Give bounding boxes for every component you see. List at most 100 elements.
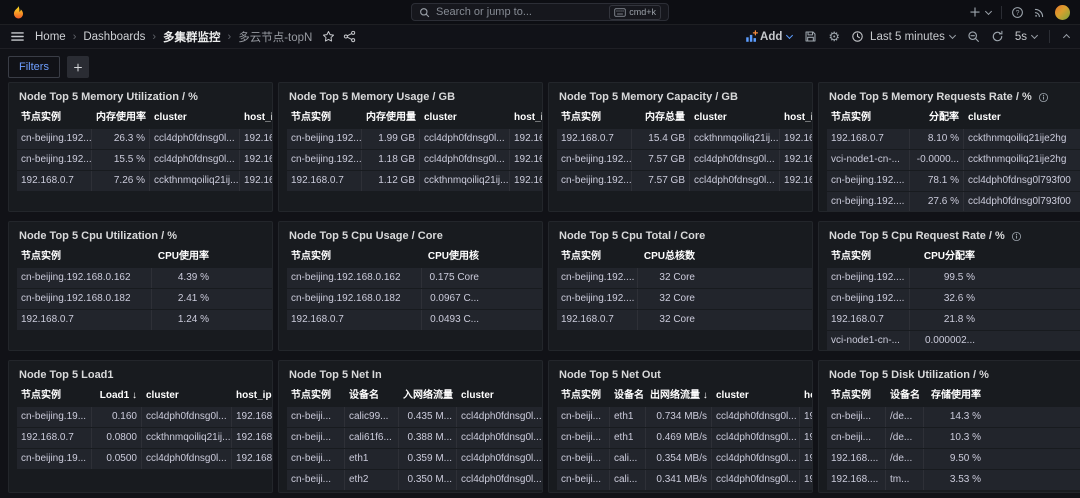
panel-title[interactable]: Node Top 5 Cpu Request Rate / % bbox=[819, 222, 1080, 244]
column-header[interactable]: host_ip bbox=[804, 390, 812, 401]
panel-title[interactable]: Node Top 5 Memory Capacity / GB bbox=[549, 83, 812, 105]
panel-title[interactable]: Node Top 5 Memory Utilization / % bbox=[9, 83, 272, 105]
column-header[interactable]: cluster bbox=[461, 390, 494, 401]
dashboard-settings-button[interactable]: ⚙ bbox=[828, 30, 840, 43]
breadcrumb: Home › Dashboards › 多集群监控 › 多云节点-topN bbox=[35, 29, 312, 45]
table-cell: cn-beiji... bbox=[561, 474, 602, 485]
panel-table: 节点实例 分配率 cluster 192.168.0.7 8.10 % cckthnmqo… bbox=[827, 107, 1080, 211]
table-cell: 0.359 M... bbox=[398, 449, 456, 469]
table-cell: ccl4dph0fdnsg0l... bbox=[711, 428, 799, 448]
breadcrumb-home[interactable]: Home bbox=[35, 30, 66, 43]
table-row: cn-beiji... eth2 0.350 M... ccl4dph0fdnsg0l… bbox=[287, 470, 542, 490]
breadcrumb-dashboards[interactable]: Dashboards bbox=[83, 30, 146, 43]
column-header[interactable]: CPU总核数 bbox=[643, 251, 695, 262]
column-header[interactable]: host_ip bbox=[784, 112, 812, 123]
menu-toggle-button[interactable] bbox=[10, 29, 25, 44]
column-header[interactable]: CPU分配率 bbox=[923, 251, 975, 262]
info-icon[interactable] bbox=[1038, 92, 1049, 103]
table-row: cn-beijing.192.... 32 Core bbox=[557, 268, 812, 288]
column-header[interactable]: 入网络流量 bbox=[403, 390, 453, 401]
column-header[interactable]: 存储使用率 bbox=[931, 390, 981, 401]
column-header[interactable]: 设备名 bbox=[349, 390, 379, 401]
panel-table: 节点实例 内存使用率 cluster host_ip cn-beijing.192...… bbox=[17, 107, 272, 191]
table-row: cn-beijing.192... 1.18 GB ccl4dph0fdnsg0l.… bbox=[287, 150, 542, 170]
filters-button[interactable]: Filters bbox=[8, 56, 60, 78]
table-header-row: 节点实例 内存使用率 cluster host_ip bbox=[17, 107, 272, 128]
column-header[interactable]: 设备名 bbox=[890, 390, 920, 401]
favorite-button[interactable] bbox=[322, 30, 335, 43]
save-dashboard-button[interactable] bbox=[804, 30, 817, 43]
panel-title[interactable]: Node Top 5 Disk Utilization / % bbox=[819, 361, 1080, 383]
column-header[interactable]: 节点实例 bbox=[561, 390, 601, 401]
column-header[interactable]: cluster bbox=[694, 112, 727, 123]
news-button[interactable] bbox=[1033, 6, 1046, 19]
column-header[interactable]: cluster bbox=[424, 112, 457, 123]
table-cell: eth2 bbox=[344, 470, 398, 490]
column-header[interactable]: 节点实例 bbox=[21, 251, 61, 262]
column-header[interactable]: cluster bbox=[968, 112, 1001, 123]
table-cell: 32.6 % bbox=[909, 289, 979, 309]
column-header[interactable]: 节点实例 bbox=[561, 251, 601, 262]
search-input[interactable]: Search or jump to... cmd+k bbox=[411, 3, 669, 21]
breadcrumb-folder[interactable]: 多集群监控 bbox=[163, 31, 221, 44]
column-header[interactable]: host_ip bbox=[236, 390, 272, 401]
table-cell: 192.168.0.7 bbox=[831, 133, 884, 144]
table-cell: 26.3 % bbox=[91, 129, 149, 149]
panel-title[interactable]: Node Top 5 Cpu Usage / Core bbox=[279, 222, 542, 244]
column-header[interactable]: host_ip bbox=[514, 112, 542, 123]
table-cell: cali... bbox=[609, 449, 645, 469]
column-header[interactable]: 分配率 bbox=[929, 112, 959, 123]
info-icon[interactable] bbox=[1011, 231, 1022, 242]
panel-title[interactable]: Node Top 5 Load1 bbox=[9, 361, 272, 383]
table-row: cn-beijing.192.... 32.6 % bbox=[827, 289, 1080, 309]
table-row: 192.168.0.7 32 Core bbox=[557, 310, 812, 330]
column-header[interactable]: CPU使用率 bbox=[157, 251, 209, 262]
table-cell: 78.1 % bbox=[909, 171, 963, 191]
share-button[interactable] bbox=[343, 30, 356, 43]
panel-title[interactable]: Node Top 5 Cpu Total / Core bbox=[549, 222, 812, 244]
new-menu-button[interactable] bbox=[969, 6, 993, 18]
column-header[interactable]: 节点实例 bbox=[21, 112, 61, 123]
column-header[interactable]: 节点实例 bbox=[291, 112, 331, 123]
column-header[interactable]: cluster bbox=[716, 390, 749, 401]
panel-title[interactable]: Node Top 5 Cpu Utilization / % bbox=[9, 222, 272, 244]
avatar[interactable] bbox=[1055, 4, 1070, 20]
panel-table: 节点实例 设备名 入网络流量 cluster cn-beiji... calic99...… bbox=[287, 385, 542, 490]
add-button[interactable]: Add bbox=[745, 30, 794, 43]
column-header[interactable]: CPU使用核 bbox=[427, 251, 479, 262]
grafana-logo[interactable] bbox=[10, 4, 27, 21]
column-header[interactable]: 节点实例 bbox=[831, 112, 871, 123]
panel-title[interactable]: Node Top 5 Memory Requests Rate / % bbox=[819, 83, 1080, 105]
table-header-row: 节点实例 内存使用量 cluster host_ip bbox=[287, 107, 542, 128]
column-header[interactable]: host_ip bbox=[244, 112, 272, 123]
column-header[interactable]: cluster bbox=[154, 112, 187, 123]
column-header[interactable]: 出网络流量 ↓ bbox=[650, 390, 708, 401]
column-header[interactable]: 设备名 bbox=[614, 390, 644, 401]
table-cell: 32 Core bbox=[637, 310, 699, 330]
column-header[interactable]: 节点实例 bbox=[291, 390, 331, 401]
column-header[interactable]: cluster bbox=[146, 390, 179, 401]
time-range-picker[interactable]: Last 5 minutes bbox=[851, 30, 956, 43]
column-header[interactable]: 内存使用率 bbox=[96, 112, 146, 123]
table-cell: 19 bbox=[799, 407, 812, 427]
table-cell: 1.99 GB bbox=[361, 129, 419, 149]
add-filter-button[interactable] bbox=[66, 56, 89, 78]
zoom-out-time-button[interactable] bbox=[967, 30, 980, 43]
table-row: cn-beiji... cali61f6... 0.388 M... ccl4dph0… bbox=[287, 428, 542, 448]
column-header[interactable]: 内存使用量 bbox=[366, 112, 416, 123]
column-header[interactable]: 节点实例 bbox=[561, 112, 601, 123]
help-button[interactable]: ? bbox=[1011, 6, 1024, 19]
table-cell: 0.0493 C... bbox=[421, 310, 483, 330]
panel-title[interactable]: Node Top 5 Net Out bbox=[549, 361, 812, 383]
column-header[interactable]: 节点实例 bbox=[831, 251, 871, 262]
panel-title[interactable]: Node Top 5 Net In bbox=[279, 361, 542, 383]
panel-title[interactable]: Node Top 5 Memory Usage / GB bbox=[279, 83, 542, 105]
refresh-button[interactable] bbox=[991, 30, 1004, 43]
column-header[interactable]: 节点实例 bbox=[291, 251, 331, 262]
column-header[interactable]: Load1 ↓ bbox=[99, 390, 137, 401]
collapse-controls-button[interactable] bbox=[1061, 33, 1071, 42]
refresh-interval-dropdown[interactable]: 5s bbox=[1015, 31, 1039, 43]
column-header[interactable]: 节点实例 bbox=[21, 390, 61, 401]
column-header[interactable]: 节点实例 bbox=[831, 390, 871, 401]
column-header[interactable]: 内存总量 bbox=[645, 112, 685, 123]
